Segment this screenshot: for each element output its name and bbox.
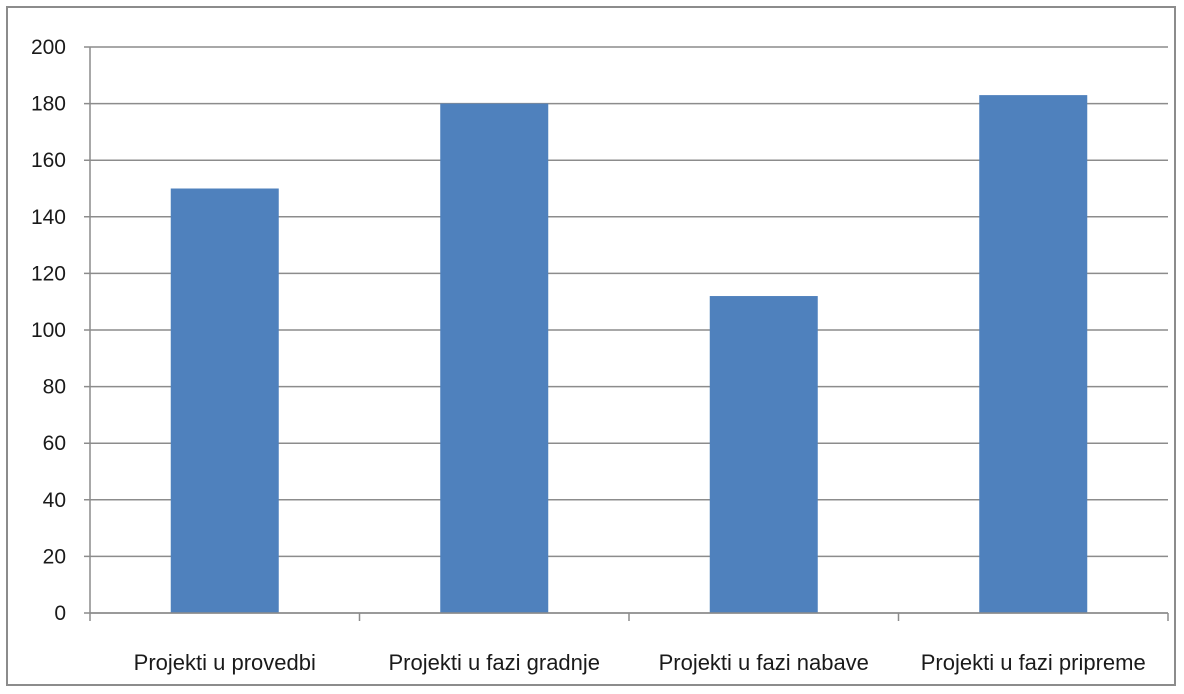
x-category-label: Projekti u provedbi [134,650,316,675]
y-tick-label: 180 [31,93,66,116]
x-category-label: Projekti u fazi pripreme [921,650,1146,675]
y-tick-label: 160 [31,149,66,172]
y-tick-label: 120 [31,262,66,285]
x-category-label: Projekti u fazi nabave [659,650,869,675]
y-axis-ticks: 0 20 40 60 80 100 120 140 160 180 200 [31,36,66,625]
y-tick-label: 20 [43,545,66,568]
y-tick-label: 100 [31,319,66,342]
y-tick-label: 0 [54,602,66,625]
y-tick-label: 140 [31,206,66,229]
x-category-label: Projekti u fazi gradnje [388,650,600,675]
y-tick-label: 80 [43,376,66,399]
bar [440,103,549,613]
bar [170,188,279,613]
y-tick-label: 40 [43,489,66,512]
bar [979,95,1088,614]
x-axis [89,47,1169,621]
bar [709,296,818,613]
x-axis-labels: Projekti u provedbi Projekti u fazi gradn… [134,650,1146,675]
y-tick-label: 60 [43,432,66,455]
bars [170,95,1088,614]
y-tick-label: 200 [31,36,66,59]
